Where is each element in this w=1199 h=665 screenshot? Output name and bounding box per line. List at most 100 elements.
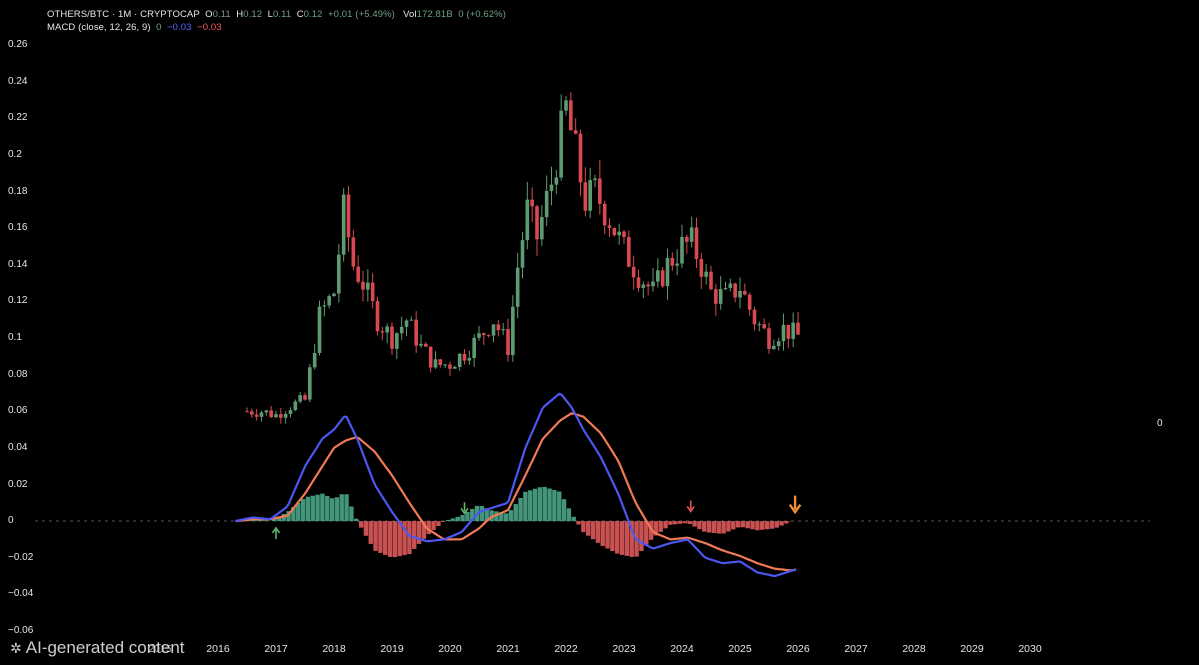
candle-body [501, 329, 505, 331]
histogram-bar [354, 518, 359, 522]
candle-body [660, 270, 665, 287]
candle-body [747, 294, 752, 310]
histogram-bar [320, 493, 325, 522]
candle-body [675, 263, 679, 266]
histogram-bar [677, 521, 683, 524]
candle-body [791, 322, 795, 339]
histogram-bar [610, 521, 615, 552]
x-tick-label: 2023 [612, 643, 636, 655]
candle-body [511, 306, 515, 356]
low-label: L [267, 9, 274, 20]
candle-body [573, 130, 578, 134]
x-tick-label: 2030 [1018, 643, 1042, 655]
candle-body [535, 206, 539, 240]
candle-body [738, 291, 742, 298]
candle-body [515, 267, 520, 307]
histogram-bar [523, 491, 528, 522]
candle-body [636, 277, 641, 288]
candle-body [322, 305, 327, 307]
histogram-bar [484, 508, 489, 522]
close-label: C [296, 9, 304, 20]
candle-body [482, 333, 486, 336]
histogram-bar [624, 521, 630, 556]
macd-line-value: −0.03 [167, 22, 192, 33]
y-tick-label: 0.08 [8, 368, 28, 380]
y-tick-label: 0.12 [8, 295, 28, 307]
y-tick-label: −0.06 [8, 625, 34, 636]
right-scale-zero: 0 [1157, 418, 1163, 429]
candle-body [641, 284, 646, 288]
histogram-bar [576, 521, 581, 525]
candle-body [776, 341, 781, 347]
candle-body [380, 331, 385, 333]
candle-body [733, 283, 737, 298]
volume-value: 172.81B [416, 9, 453, 20]
histogram-bar [421, 521, 427, 539]
candle-body [428, 346, 433, 368]
histogram-bar [431, 521, 436, 531]
macd-signal-value: −0.03 [197, 22, 222, 33]
candle-body [617, 231, 621, 236]
histogram-bar [668, 521, 673, 525]
histogram-bar [561, 499, 567, 522]
histogram-bar [310, 495, 315, 522]
histogram-bar [412, 521, 417, 550]
close-value: 0.12 [303, 9, 323, 20]
histogram-bar [687, 521, 692, 524]
candle-body [308, 367, 312, 400]
candle-body [303, 395, 307, 400]
candle-body [583, 182, 588, 211]
histogram-bar [305, 496, 311, 522]
orange-down-arrow-icon [788, 495, 802, 515]
candle-body [593, 178, 597, 181]
candle-body [409, 319, 414, 321]
histogram-bar [639, 521, 644, 552]
candle-body [569, 100, 573, 131]
price-candles [245, 92, 800, 424]
x-tick-label: 2025 [728, 643, 752, 655]
histogram-bar [779, 521, 784, 526]
x-tick-label: 2015 [148, 643, 172, 655]
histogram-bar [552, 489, 557, 522]
histogram-bar [503, 513, 509, 522]
candle-body [274, 414, 278, 418]
histogram-bar [542, 486, 547, 522]
candle-body [530, 199, 534, 207]
x-tick-label: 2027 [844, 643, 868, 655]
candle-body [665, 257, 670, 287]
candle-body [366, 282, 370, 290]
histogram-bar [518, 497, 523, 522]
candle-body [646, 284, 650, 287]
x-tick-label: 2016 [206, 643, 230, 655]
y-tick-label: 0.2 [8, 148, 22, 160]
y-tick-label: 0.1 [8, 332, 22, 343]
histogram-bar [547, 488, 552, 522]
y-tick-label: 0.16 [8, 222, 28, 234]
candle-body [627, 237, 631, 267]
candle-body [496, 324, 501, 331]
y-tick-label: 0.04 [8, 441, 28, 453]
macd-hist-value: 0 [156, 22, 162, 33]
candle-body [743, 291, 747, 295]
watermark: ✲ AI-generated content [10, 638, 185, 658]
y-tick-label: 0 [8, 515, 14, 527]
candle-body [506, 329, 510, 356]
histogram-bar [528, 490, 533, 522]
histogram-bar [663, 521, 668, 529]
histogram-bar [450, 518, 456, 522]
candle-body [699, 259, 704, 277]
open-label: O [205, 9, 213, 20]
red-down-arrow-icon [686, 500, 695, 513]
histogram-bar [571, 516, 576, 522]
histogram-bar [711, 521, 717, 534]
candle-body [554, 177, 559, 185]
candle-body [709, 271, 713, 290]
candle-body [656, 270, 660, 282]
candle-body [607, 225, 612, 229]
histogram-bar [750, 521, 755, 530]
histogram-bar [286, 511, 291, 522]
histogram-bar [281, 514, 286, 522]
histogram-bar [276, 516, 282, 522]
candle-body [781, 324, 786, 342]
